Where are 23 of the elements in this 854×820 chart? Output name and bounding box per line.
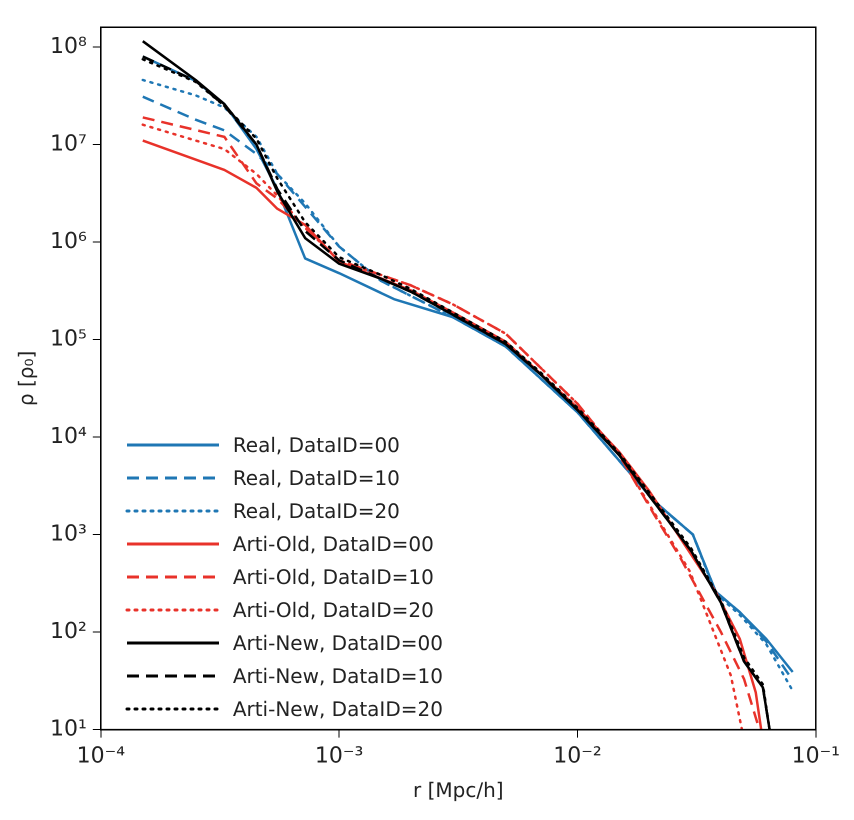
legend-label: Arti-New, DataID=10 — [232, 664, 443, 688]
y-tick-label: 10⁵ — [50, 326, 87, 352]
x-tick-label: 10⁻³ — [314, 744, 364, 769]
x-tick-label: 10⁻¹ — [792, 744, 840, 769]
y-tick-label: 10¹ — [50, 716, 87, 742]
legend-label: Arti-Old, DataID=20 — [232, 598, 434, 622]
y-tick-label: 10⁷ — [50, 131, 87, 156]
legend-label: Arti-New, DataID=00 — [232, 631, 443, 656]
legend-label: Arti-Old, DataID=10 — [232, 565, 434, 590]
x-axis-title: r [Mpc/h] — [413, 778, 504, 802]
y-tick-label: 10⁶ — [50, 228, 87, 254]
legend-label: Real, DataID=00 — [232, 433, 400, 458]
y-tick-label: 10⁸ — [50, 34, 87, 59]
y-axis-title: ρ [ρ₀] — [14, 350, 38, 406]
y-tick-label: 10⁴ — [50, 424, 87, 449]
legend-label: Arti-New, DataID=20 — [232, 697, 443, 722]
x-tick-label: 10⁻² — [553, 744, 602, 769]
y-tick-label: 10² — [50, 618, 87, 644]
legend-label: Real, DataID=20 — [232, 499, 400, 524]
y-tick-label: 10³ — [50, 521, 87, 546]
legend-label: Arti-Old, DataID=00 — [232, 532, 434, 556]
legend-label: Real, DataID=10 — [232, 466, 400, 490]
x-tick-label: 10⁻⁴ — [76, 744, 126, 769]
